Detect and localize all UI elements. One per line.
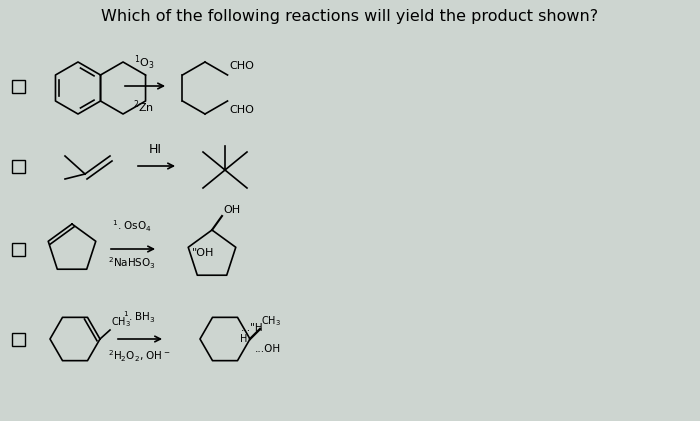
- Text: $^2$Zn: $^2$Zn: [134, 98, 155, 115]
- Text: HI: HI: [148, 143, 162, 156]
- Text: ..."H: ..."H: [241, 323, 263, 333]
- Text: "OH: "OH: [193, 248, 215, 258]
- Text: Which of the following reactions will yield the product shown?: Which of the following reactions will yi…: [102, 8, 598, 24]
- Text: $^2$H$_2$O$_2$, OH$^-$: $^2$H$_2$O$_2$, OH$^-$: [108, 348, 170, 364]
- Text: CH$_3$: CH$_3$: [261, 314, 281, 328]
- Text: H: H: [240, 334, 247, 344]
- Text: CH$_3$: CH$_3$: [111, 315, 131, 329]
- Text: $^1$. OsO$_4$: $^1$. OsO$_4$: [112, 218, 152, 234]
- Text: $^1$. BH$_3$: $^1$. BH$_3$: [122, 309, 155, 325]
- Text: ...OH: ...OH: [255, 344, 281, 354]
- Text: $^2$NaHSO$_3$: $^2$NaHSO$_3$: [108, 255, 156, 271]
- Text: CHO: CHO: [230, 61, 254, 71]
- Text: CHO: CHO: [230, 105, 254, 115]
- Text: OH: OH: [223, 205, 240, 215]
- Text: $^1$O$_3$: $^1$O$_3$: [134, 53, 154, 72]
